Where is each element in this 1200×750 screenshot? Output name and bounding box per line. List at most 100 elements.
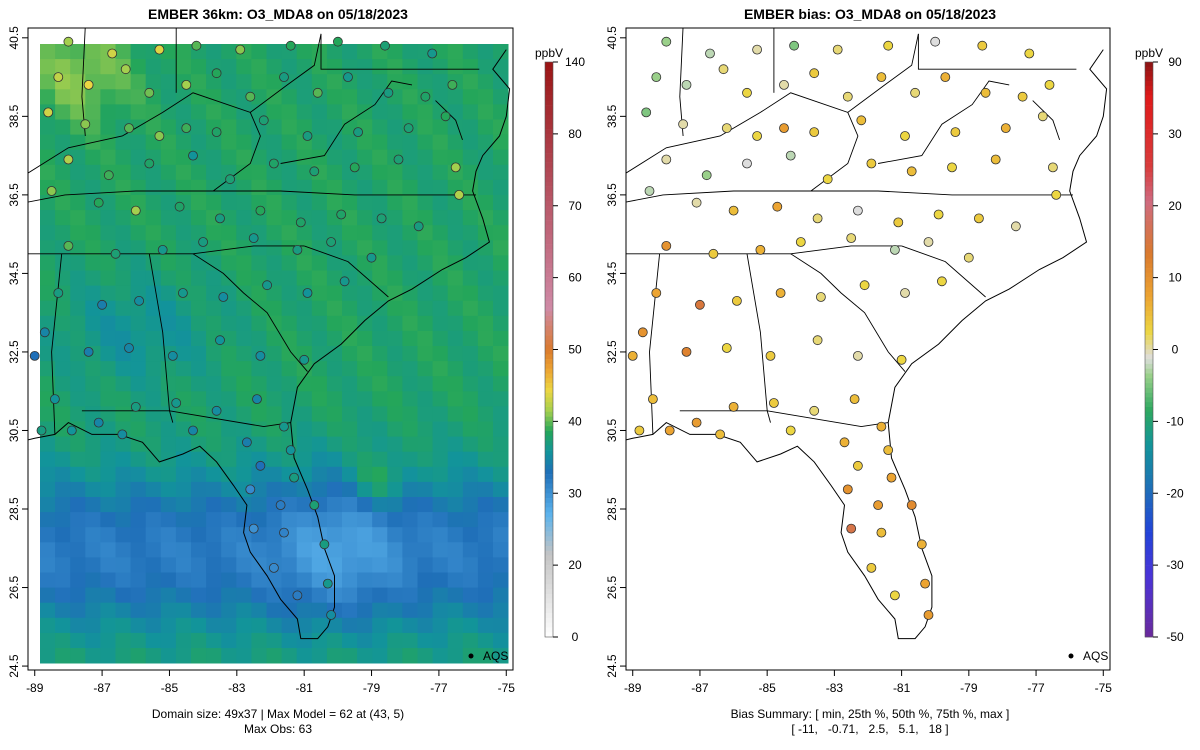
grid-cell (477, 391, 494, 407)
grid-cell (85, 481, 101, 498)
grid-cell (477, 179, 494, 196)
colorbar-swatch (1145, 536, 1153, 542)
grid-cell (40, 466, 56, 483)
grid-cell (221, 421, 237, 437)
grid-cell (447, 210, 464, 226)
colorbar-swatch (1145, 402, 1153, 408)
grid-cell (417, 602, 433, 619)
colorbar-swatch (545, 224, 553, 231)
grid-cell (387, 557, 403, 573)
grid-cell (417, 421, 433, 437)
grid-cell (55, 315, 71, 332)
station-marker (795, 237, 806, 247)
grid-cell (55, 59, 71, 75)
grid-cell (221, 602, 237, 619)
grid-cell (372, 391, 388, 407)
grid-cell (342, 225, 358, 241)
grid-cell (493, 74, 509, 90)
grid-cell (40, 44, 56, 60)
grid-cell (40, 602, 56, 619)
grid-cell (206, 466, 222, 483)
colorbar-tick-label: -50 (1166, 630, 1184, 644)
grid-cell (342, 632, 358, 649)
grid-cell (160, 270, 177, 286)
grid-cell (477, 406, 494, 422)
grid-cell (236, 149, 252, 166)
grid-cell (100, 134, 116, 151)
grid-cell (160, 587, 177, 604)
grid-cell (70, 59, 86, 75)
station-marker (188, 150, 198, 161)
grid-cell (432, 330, 449, 347)
station-marker (900, 131, 910, 141)
grid-cell (145, 617, 162, 634)
grid-cell (55, 225, 71, 241)
grid-cell (432, 89, 449, 105)
grid-cell (447, 481, 464, 498)
grid-cell (70, 285, 86, 302)
grid-cell (130, 512, 147, 528)
grid-cell (477, 376, 494, 392)
grid-cell (326, 481, 343, 498)
grid-cell (447, 451, 464, 468)
colorbar-tick-label: -20 (1166, 486, 1184, 500)
colorbar-swatch (1145, 598, 1153, 604)
grid-cell (493, 466, 509, 483)
colorbar-swatch (1145, 526, 1153, 532)
grid-cell (447, 632, 464, 649)
grid-cell (236, 195, 252, 211)
colorbar-tick-label: 30 (568, 486, 582, 500)
grid-cell (145, 179, 162, 196)
grid-cell (402, 44, 418, 60)
grid-cell (85, 240, 101, 256)
colorbar-swatch (545, 157, 553, 163)
station-marker (900, 288, 910, 298)
grid-cell (342, 406, 358, 422)
grid-cell (417, 527, 433, 543)
grid-cell (326, 225, 343, 241)
station-marker (174, 201, 185, 212)
aqs-legend-label: AQS (483, 649, 508, 663)
grid-cell (266, 391, 282, 407)
x-axis: -89 -87 -85 -83 -81 -79 -77 -75 (624, 670, 1112, 695)
grid-cell (417, 285, 433, 302)
colorbar-swatch (1145, 196, 1153, 202)
station-marker (930, 36, 941, 47)
station-marker (36, 425, 47, 436)
grid-cell (115, 195, 131, 211)
colorbar-swatch (545, 579, 553, 585)
grid-cell (372, 149, 388, 166)
aqs-legend: AQS (468, 649, 508, 663)
station-marker (644, 186, 655, 196)
colorbar-swatch (1145, 129, 1153, 135)
station-marker (177, 288, 188, 298)
colorbar-swatch (545, 378, 553, 384)
grid-cell (417, 330, 433, 347)
colorbar-tick-label: 70 (568, 199, 582, 213)
station-marker (947, 162, 957, 173)
station-marker (93, 197, 104, 208)
left-footer-line-2: Max Obs: 63 (243, 722, 313, 736)
grid-cell (402, 179, 418, 196)
station-marker (188, 425, 198, 436)
grid-cell (432, 466, 449, 483)
grid-cell (221, 391, 237, 407)
plot-frame (625, 27, 1111, 671)
grid-cell (85, 527, 101, 543)
grid-cell (266, 89, 282, 105)
grid-cell (493, 179, 509, 196)
grid-cell (462, 285, 479, 302)
grid-cell (417, 346, 433, 362)
grid-cell (357, 179, 373, 196)
grid-cell (417, 179, 433, 196)
grid-cell (357, 225, 373, 241)
grid-cell (175, 361, 192, 377)
station-marker (937, 276, 947, 287)
grid-cell (477, 436, 494, 453)
grid-cell (266, 602, 282, 619)
grid-cell (266, 527, 282, 543)
grid-cell (447, 315, 464, 332)
grid-cell (115, 391, 131, 407)
colorbar-swatch (545, 220, 553, 226)
grid-cell (432, 542, 449, 558)
